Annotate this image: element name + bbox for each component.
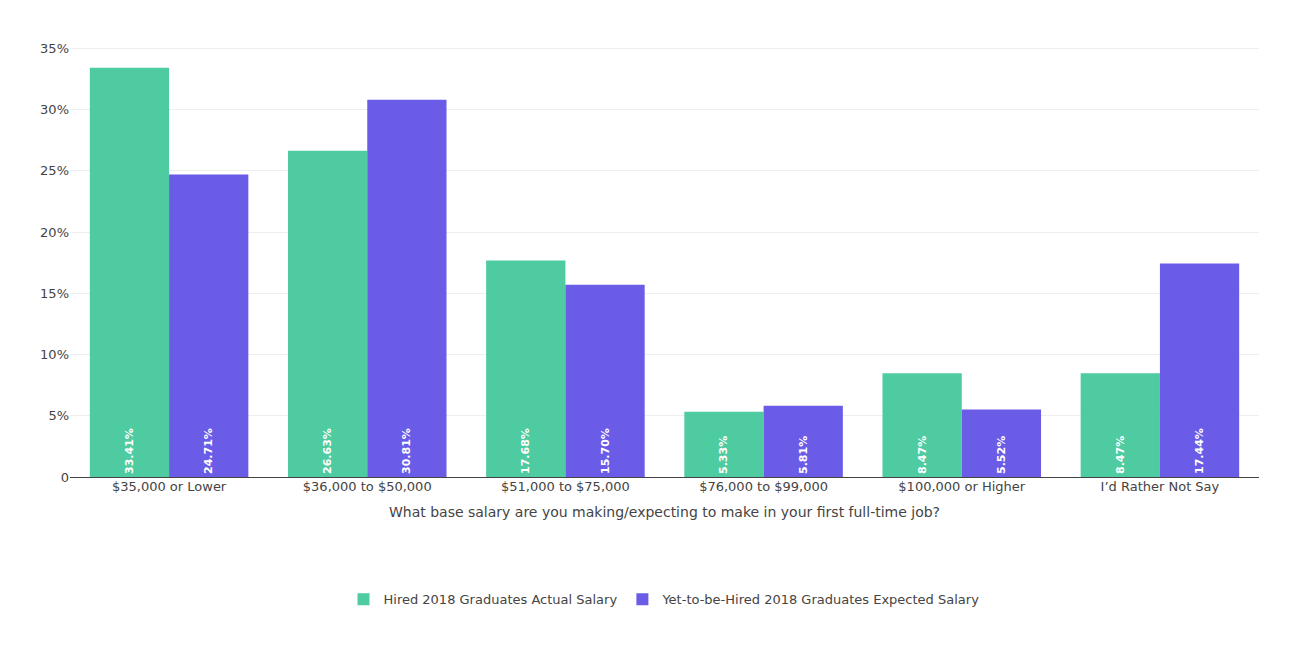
svg-text:17.68%: 17.68% xyxy=(519,428,532,474)
svg-text:20%: 20% xyxy=(40,225,69,240)
svg-text:Yet-to-be-Hired 2018 Graduates: Yet-to-be-Hired 2018 Graduates Expected … xyxy=(661,592,979,607)
svg-text:33.41%: 33.41% xyxy=(123,428,136,474)
svg-text:30.81%: 30.81% xyxy=(400,428,413,474)
svg-text:5.81%: 5.81% xyxy=(797,436,810,474)
svg-text:Hired 2018 Graduates Actual Sa: Hired 2018 Graduates Actual Salary xyxy=(384,592,618,607)
svg-text:I’d Rather Not Say: I’d Rather Not Say xyxy=(1101,479,1220,494)
svg-text:15%: 15% xyxy=(40,286,69,301)
svg-text:$100,000 or Higher: $100,000 or Higher xyxy=(898,479,1025,494)
svg-text:25%: 25% xyxy=(40,163,69,178)
svg-text:$35,000 or Lower: $35,000 or Lower xyxy=(112,479,227,494)
svg-text:5.33%: 5.33% xyxy=(717,436,730,474)
svg-text:$36,000 to $50,000: $36,000 to $50,000 xyxy=(303,479,432,494)
svg-text:30%: 30% xyxy=(40,102,69,117)
svg-text:17.44%: 17.44% xyxy=(1193,428,1206,474)
svg-text:26.63%: 26.63% xyxy=(321,428,334,474)
svg-text:24.71%: 24.71% xyxy=(202,428,215,474)
svg-text:$76,000 to $99,000: $76,000 to $99,000 xyxy=(699,479,828,494)
svg-text:8.47%: 8.47% xyxy=(916,436,929,474)
svg-text:8.47%: 8.47% xyxy=(1114,436,1127,474)
svg-text:5.52%: 5.52% xyxy=(995,436,1008,474)
svg-text:15.70%: 15.70% xyxy=(599,428,612,474)
svg-text:35%: 35% xyxy=(40,41,69,56)
svg-text:5%: 5% xyxy=(48,408,69,423)
svg-text:$51,000 to $75,000: $51,000 to $75,000 xyxy=(501,479,630,494)
svg-text:0: 0 xyxy=(61,470,69,485)
svg-text:What base salary are you makin: What base salary are you making/expectin… xyxy=(389,504,940,520)
svg-text:10%: 10% xyxy=(40,347,69,362)
